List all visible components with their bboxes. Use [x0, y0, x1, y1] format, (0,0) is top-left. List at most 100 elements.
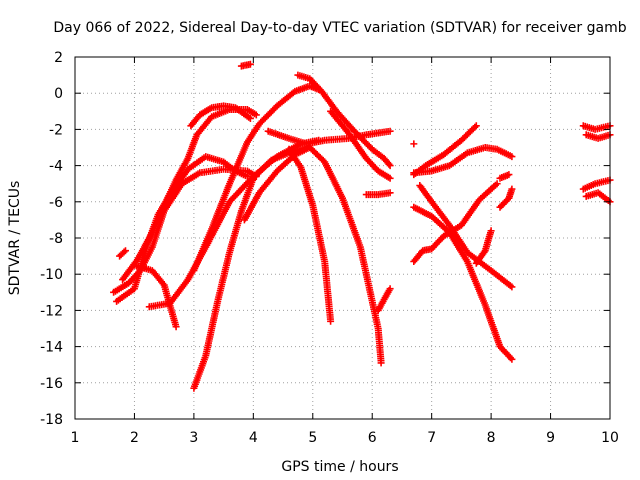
series-arc28: [582, 131, 614, 142]
data-point-marker: [368, 145, 386, 161]
x-tick-label: 2: [130, 430, 139, 446]
data-point-marker: [306, 144, 327, 164]
data-point-marker: [428, 198, 452, 228]
data-point-marker: [264, 127, 291, 142]
series-arc04: [116, 247, 129, 260]
data-point-marker: [196, 166, 225, 177]
axis-ticks: [74, 56, 611, 420]
data-point-marker: [496, 171, 513, 182]
series-arc05: [130, 261, 180, 331]
data-point-marker: [428, 234, 446, 253]
data-point-marker: [297, 163, 316, 207]
data-point-marker: [582, 131, 600, 142]
data-point-marker: [416, 182, 434, 204]
x-tick-label: 1: [71, 430, 80, 446]
x-tick-label: 10: [601, 430, 619, 446]
y-axis-label: SDTVAR / TECUs: [7, 181, 23, 296]
data-point-marker: [481, 301, 503, 349]
y-tick-label: -12: [40, 303, 63, 319]
data-point-marker: [356, 243, 382, 330]
series-arc24: [472, 227, 495, 267]
y-tick-label: -4: [49, 159, 63, 175]
data-point-marker: [187, 113, 203, 130]
data-marks: [110, 60, 614, 392]
y-tick-label: -8: [49, 231, 63, 247]
data-point-marker: [496, 343, 516, 363]
data-point-marker: [333, 107, 357, 134]
y-tick-label: -16: [40, 376, 63, 392]
data-point-marker: [172, 156, 191, 184]
data-point-marker: [374, 189, 394, 199]
data-point-marker: [374, 127, 394, 137]
x-tick-labels: 1 2 3 4 5 6 7 8 9 10: [71, 430, 619, 446]
series-arc27: [579, 122, 614, 133]
series-arc15: [327, 107, 394, 182]
data-point-marker: [208, 182, 233, 233]
data-point-marker: [496, 196, 511, 211]
data-point-marker: [243, 106, 260, 119]
data-point-marker: [232, 104, 254, 122]
data-point-marker: [463, 144, 487, 157]
data-point-marker: [422, 152, 446, 170]
data-point-marker: [380, 285, 394, 303]
data-point-marker: [196, 105, 214, 119]
y-tick-label: -18: [40, 412, 63, 428]
series-arc10: [237, 60, 254, 70]
data-point-marker: [374, 167, 394, 182]
data-point-marker: [184, 133, 200, 162]
x-axis-label: GPS time / hours: [281, 459, 398, 475]
data-point-marker: [113, 286, 137, 305]
x-tick-label: 4: [249, 430, 258, 446]
data-point-marker: [487, 267, 516, 291]
data-point-marker: [594, 189, 614, 206]
series-arc16: [362, 189, 394, 199]
data-point-marker: [166, 277, 191, 307]
series-arc07: [190, 144, 311, 392]
data-point-marker: [428, 212, 452, 235]
series-arc30: [582, 189, 614, 206]
data-point-marker: [193, 114, 214, 139]
data-point-marker: [380, 154, 394, 170]
data-point-marker: [148, 267, 167, 287]
data-point-marker: [481, 227, 495, 255]
data-point-marker: [446, 221, 470, 255]
x-tick-label: 5: [308, 430, 317, 446]
y-tick-label: 2: [54, 50, 63, 66]
data-point-marker: [226, 140, 250, 188]
data-point-marker: [309, 201, 328, 263]
data-point-marker: [226, 209, 245, 256]
series-arc29: [579, 176, 614, 193]
data-point-marker: [481, 144, 499, 153]
data-point-marker: [291, 83, 312, 95]
series-arc14: [264, 127, 394, 148]
data-point-marker: [202, 153, 226, 165]
data-point-marker: [410, 140, 418, 148]
series-arc09: [190, 82, 323, 275]
data-point-marker: [374, 325, 385, 367]
series-arc08: [187, 102, 254, 130]
data-point-marker: [237, 60, 254, 70]
data-point-marker: [321, 258, 335, 325]
data-point-marker: [255, 169, 280, 197]
data-point-marker: [457, 122, 480, 144]
series-arc20: [410, 144, 516, 177]
data-point-marker: [190, 227, 215, 275]
data-point-marker: [243, 122, 262, 146]
data-point-marker: [475, 180, 501, 204]
data-point-marker: [362, 129, 380, 139]
data-point-marker: [160, 178, 179, 209]
data-point-marker: [214, 251, 233, 305]
data-point-marker: [190, 354, 209, 392]
data-point-marker: [463, 258, 488, 307]
data-point-marker: [410, 167, 434, 177]
data-point-marker: [594, 131, 614, 142]
data-point-marker: [440, 138, 464, 159]
data-point-marker: [255, 103, 280, 128]
data-point-marker: [446, 150, 469, 170]
x-tick-label: 8: [487, 430, 496, 446]
data-point-marker: [148, 203, 167, 237]
data-point-marker: [306, 75, 324, 94]
data-point-marker: [273, 89, 297, 110]
data-point-marker: [579, 181, 597, 193]
data-point-marker: [344, 129, 369, 161]
